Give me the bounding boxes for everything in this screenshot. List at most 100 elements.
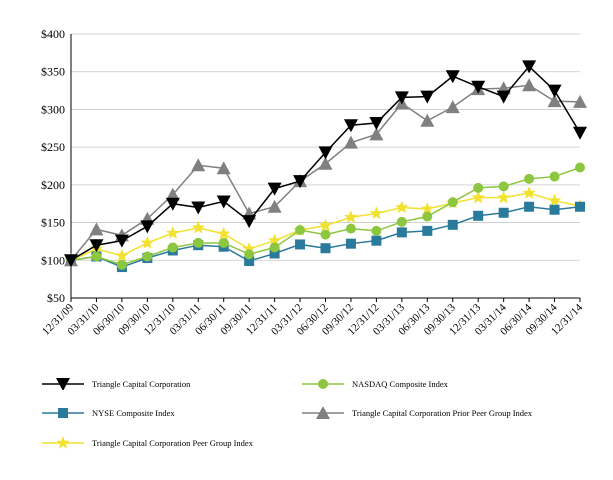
legend-marker	[318, 379, 328, 389]
data-point	[140, 220, 155, 234]
data-point	[167, 242, 178, 253]
data-point	[320, 243, 331, 254]
legend-marker	[58, 408, 68, 418]
data-point	[193, 237, 204, 248]
data-point	[191, 220, 205, 234]
data-point	[165, 197, 180, 211]
y-tick-label: $400	[41, 27, 65, 41]
data-point	[422, 211, 433, 222]
data-point	[547, 84, 562, 98]
data-point	[396, 216, 407, 227]
data-point	[498, 207, 509, 218]
data-point	[522, 78, 537, 92]
data-point	[140, 235, 155, 249]
data-point	[191, 201, 206, 215]
data-point	[142, 251, 153, 262]
series-0	[64, 60, 587, 268]
gridlines	[71, 33, 580, 261]
legend-label: NYSE Composite Index	[92, 408, 175, 418]
data-point	[216, 161, 231, 175]
data-point	[320, 229, 331, 240]
series-4	[64, 186, 587, 266]
data-point	[242, 215, 257, 229]
legend-swatch-series-2	[42, 408, 84, 418]
data-point	[318, 156, 333, 170]
data-point	[191, 158, 206, 172]
data-point	[371, 235, 382, 246]
series-group	[64, 60, 587, 273]
x-axis-ticks: 12/31/0903/31/1006/30/1009/30/1012/31/10…	[40, 298, 585, 338]
data-point	[267, 199, 282, 213]
data-point	[244, 249, 255, 260]
data-point	[343, 135, 358, 149]
data-point	[473, 210, 484, 221]
data-point	[217, 226, 231, 240]
data-point	[165, 187, 180, 201]
data-point	[445, 70, 460, 84]
data-point	[295, 239, 306, 250]
data-point	[575, 201, 585, 212]
data-point	[318, 218, 333, 232]
data-point	[471, 80, 486, 94]
legend-swatch-series-0	[42, 378, 84, 390]
data-point	[447, 197, 458, 208]
data-point	[549, 171, 560, 182]
data-point	[244, 256, 255, 267]
legend-label: Triangle Capital Corporation	[92, 379, 191, 389]
y-tick-label: $100	[41, 253, 65, 267]
legend-label: Triangle Capital Corporation Peer Group …	[92, 438, 253, 448]
data-point	[218, 237, 229, 248]
data-point	[369, 206, 384, 220]
data-point	[267, 233, 282, 247]
data-point	[575, 162, 585, 173]
legend-swatch-series-3	[302, 407, 344, 419]
data-point	[471, 190, 485, 204]
data-point	[524, 201, 535, 212]
data-point	[295, 225, 306, 236]
y-tick-label: $50	[47, 291, 65, 305]
legend-item-series-1: NASDAQ Composite Index	[300, 378, 448, 390]
data-point	[549, 204, 560, 215]
data-point	[445, 100, 460, 114]
data-point	[91, 251, 102, 262]
data-point	[498, 181, 509, 192]
data-point	[496, 190, 511, 204]
data-point	[344, 210, 358, 223]
y-tick-label: $150	[41, 216, 65, 230]
data-point	[369, 127, 384, 141]
data-point	[420, 113, 435, 127]
legend-label: NASDAQ Composite Index	[352, 379, 448, 389]
data-point	[420, 90, 435, 104]
data-point	[496, 90, 511, 104]
legend-swatch-series-1	[302, 379, 344, 389]
y-axis-ticks: $50 $100 $150 $200 $250 $300 $350 $400	[41, 27, 65, 305]
legend-item-series-0: Triangle Capital Corporation	[40, 378, 190, 390]
data-point	[573, 126, 587, 140]
data-point	[269, 248, 280, 259]
data-point	[371, 225, 382, 236]
data-point	[524, 173, 535, 184]
data-point	[114, 234, 129, 248]
data-point	[396, 227, 407, 238]
data-point	[343, 119, 358, 133]
data-point	[547, 193, 562, 207]
legend-swatch-series-4	[42, 437, 84, 449]
legend-item-series-3: Triangle Capital Corporation Prior Peer …	[300, 407, 532, 419]
data-point	[395, 200, 409, 214]
y-tick-label: $250	[41, 140, 65, 154]
legend-marker	[56, 437, 70, 449]
data-point	[369, 117, 384, 131]
series-1	[66, 162, 585, 270]
data-point	[422, 225, 433, 236]
data-point	[166, 226, 180, 239]
data-point	[522, 186, 536, 199]
legend-marker	[56, 378, 70, 390]
data-point	[547, 94, 562, 108]
data-point	[473, 182, 484, 193]
data-point	[116, 259, 127, 270]
y-tick-label: $300	[41, 102, 65, 116]
data-point	[420, 201, 434, 215]
data-point	[216, 195, 231, 209]
data-point	[89, 239, 104, 253]
